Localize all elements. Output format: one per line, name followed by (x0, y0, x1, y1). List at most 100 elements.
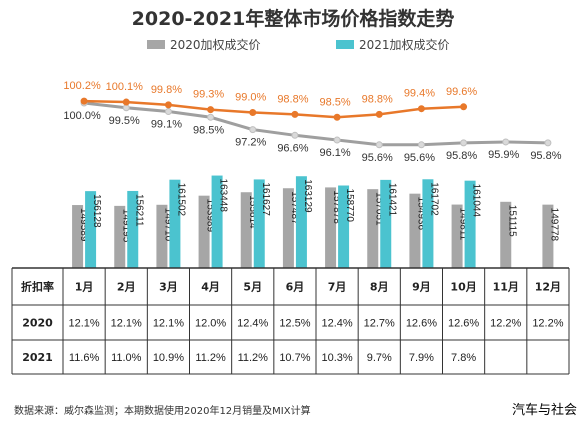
index-point-2020 (333, 136, 341, 144)
index-label-2021: 98.8% (277, 93, 308, 105)
index-label-2020: 97.2% (235, 137, 266, 149)
bar-2020 (198, 195, 210, 268)
table-header-label: 折扣率 (21, 280, 54, 294)
bar-label-2021: 161627 (260, 182, 271, 216)
table-cell: 12.1% (111, 318, 142, 330)
bar-label-2020: 157051 (373, 192, 384, 226)
index-point-2021 (122, 98, 130, 106)
index-point-2021 (80, 97, 88, 105)
index-point-2021 (164, 101, 172, 109)
index-point-2020 (164, 108, 172, 116)
table-month-header: 2月 (117, 281, 136, 294)
bar-2021 (464, 180, 476, 268)
bar-2021 (338, 185, 350, 268)
index-line-2020 (83, 101, 548, 147)
bar-2021 (211, 175, 223, 268)
bar-label-2020: 151115 (506, 205, 517, 237)
table-cell: 10.3% (321, 352, 352, 364)
index-label-2021: 99.8% (151, 84, 182, 96)
bar-2020 (451, 204, 463, 268)
table-cell: 12.7% (364, 318, 395, 330)
index-label-2021: 98.8% (362, 93, 393, 105)
table-row-label: 2020 (22, 317, 53, 330)
table-month-header: 11月 (493, 281, 519, 294)
bar-2021 (253, 179, 265, 268)
index-point-2021 (249, 109, 257, 116)
index-point-2021 (417, 105, 425, 113)
bar-2020 (542, 204, 554, 268)
bar-label-2021: 158770 (344, 189, 355, 223)
table-cell: 10.9% (153, 352, 184, 364)
table-month-header: 6月 (286, 281, 305, 294)
table-cell: 11.2% (195, 352, 226, 364)
bar-label-2020: 154936 (415, 197, 426, 231)
table-cell: 12.1% (68, 318, 99, 330)
index-point-2021 (375, 110, 383, 118)
chart-title: 2020-2021年整体市场价格指数走势 (132, 7, 455, 30)
bar-label-2020: 155614 (247, 195, 258, 229)
index-label-2021: 100.2% (63, 80, 101, 92)
index-label-2020: 96.1% (319, 147, 350, 159)
legend-swatch-2020 (147, 40, 165, 49)
table-cell: 12.2% (490, 318, 521, 330)
index-label-2020: 100.0% (63, 110, 101, 122)
bar-label-2020: 157487 (289, 191, 300, 225)
discount-table: 折扣率 1月 2月 3月 4月 5月 6月 7月 8月 9月 10月 11月 12月 2020 12.1% 1… (11, 267, 570, 375)
bar-label-2021: 156128 (91, 194, 102, 228)
table-cell: 11.0% (111, 352, 142, 364)
index-point-2020 (375, 141, 383, 149)
bar-label-2020: 149195 (120, 209, 131, 243)
table-month-header: 7月 (328, 281, 347, 294)
index-label-2020: 96.6% (277, 142, 308, 154)
table-cell: 12.2% (532, 318, 563, 330)
index-label-2021: 99.0% (235, 92, 266, 104)
bar-2020 (114, 205, 126, 268)
table-month-header: 4月 (201, 281, 220, 294)
index-label-2020: 95.8% (446, 150, 477, 162)
bar-2020 (325, 187, 337, 268)
index-label-2021: 99.3% (193, 89, 224, 101)
bar-label-2020: 149811 (458, 208, 469, 241)
index-point-2020 (122, 104, 130, 112)
bar-2021 (380, 179, 392, 268)
table-cell: 12.0% (195, 318, 226, 330)
index-label-2021: 98.5% (319, 96, 350, 108)
bar-2020 (409, 193, 421, 268)
bar-2021 (422, 179, 434, 268)
index-point-2020 (291, 131, 299, 139)
bar-label-2021: 161502 (175, 183, 186, 217)
bar-2021 (85, 191, 97, 268)
bar-label-2021: 156211 (133, 194, 144, 227)
table-cell: 7.9% (409, 352, 434, 364)
bar-2021 (127, 190, 139, 268)
bar-2021 (169, 179, 181, 268)
index-lines: 100.0% 99.5% 99.1% 98.5% 97.2% 96.6% 96.1% 95.6… (63, 80, 561, 164)
index-label-2020: 95.8% (530, 150, 561, 162)
index-point-2021 (207, 106, 215, 114)
table-row-label: 2021 (22, 351, 53, 364)
legend-label-2021: 2021加权成交价 (359, 37, 450, 52)
bar-label-2021: 163448 (218, 179, 229, 213)
index-label-2020: 99.1% (151, 119, 182, 131)
bar-label-2021: 161044 (471, 184, 482, 218)
bar-2020 (240, 192, 252, 268)
table-cell: 11.2% (238, 352, 269, 364)
index-label-2021: 99.4% (404, 88, 435, 100)
bar-label-2021: 163129 (302, 179, 313, 213)
index-label-2020: 99.5% (109, 115, 140, 127)
bar-label-2021: 161421 (386, 183, 397, 217)
index-label-2020: 95.6% (404, 152, 435, 164)
bar-2020 (72, 205, 84, 268)
table-cell: 12.5% (279, 318, 310, 330)
table-month-header: 5月 (243, 281, 262, 294)
index-point-2021 (460, 103, 468, 111)
table-month-header: 1月 (75, 281, 94, 294)
source-note: 数据来源：威尔森监测；本期数据使用2020年12月销量及MIX计算 (14, 404, 311, 417)
table-cell: 12.6% (448, 318, 479, 330)
index-point-2020 (544, 139, 552, 147)
index-point-2021 (291, 110, 299, 118)
index-point-2020 (417, 141, 425, 149)
index-label-2020: 98.5% (193, 124, 224, 136)
